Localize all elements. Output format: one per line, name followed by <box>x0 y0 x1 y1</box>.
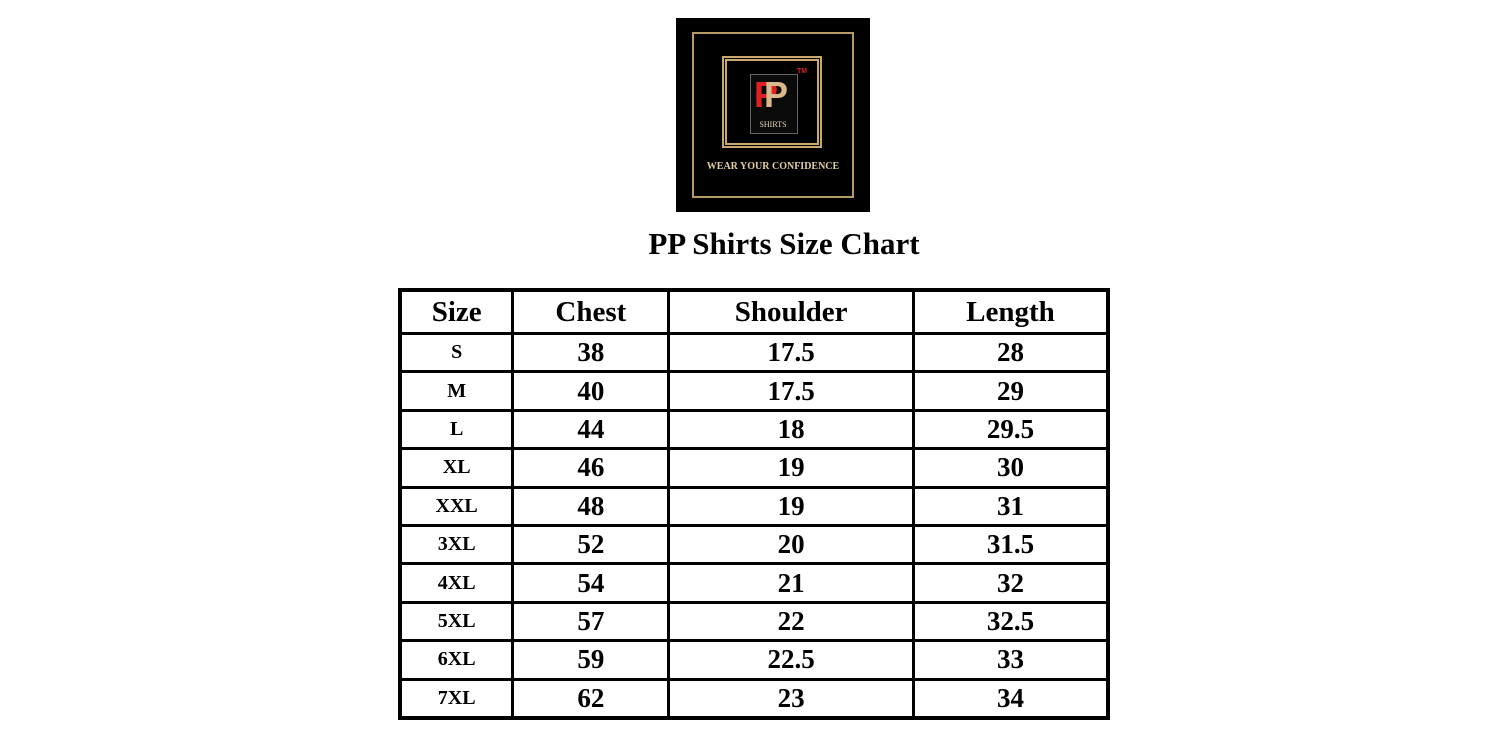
table-header-row: Size Chest Shoulder Length <box>398 288 1110 335</box>
logo-shirts-text: SHIRTS <box>759 120 787 129</box>
cell-chest: 59 <box>511 639 671 681</box>
cell-chest: 44 <box>511 408 671 451</box>
table-row: 7XL 62 23 34 <box>398 677 1110 720</box>
cell-chest: 52 <box>511 523 671 566</box>
cell-shoulder: 22 <box>667 600 915 643</box>
column-header-chest: Chest <box>511 288 671 335</box>
cell-chest: 40 <box>511 370 671 412</box>
size-chart-table: Size Chest Shoulder Length S 38 17.5 28 M 40 17.5… <box>398 288 1110 720</box>
table-row: S 38 17.5 28 <box>398 331 1110 374</box>
cell-length: 32.5 <box>911 600 1110 643</box>
table-row: 4XL 54 21 32 <box>398 562 1110 604</box>
cell-size: S <box>398 331 515 374</box>
table-row: 3XL 52 20 31.5 <box>398 523 1110 566</box>
cell-length: 31 <box>911 485 1110 527</box>
cell-size: XL <box>398 447 515 489</box>
cell-length: 31.5 <box>911 523 1110 566</box>
page-title: PP Shirts Size Chart <box>648 226 920 261</box>
column-header-length: Length <box>911 288 1110 335</box>
table-row: XL 46 19 30 <box>398 447 1110 489</box>
cell-shoulder: 17.5 <box>667 331 915 374</box>
cell-size: 6XL <box>398 639 515 681</box>
cell-size: 4XL <box>398 562 515 604</box>
cell-shoulder: 19 <box>667 485 915 527</box>
cell-length: 28 <box>911 331 1110 374</box>
table-row: 6XL 59 22.5 33 <box>398 639 1110 681</box>
brand-logo: PP TM SHIRTS WEAR YOUR CONFIDENCE <box>676 18 870 212</box>
logo-frame <box>692 32 854 198</box>
column-header-size: Size <box>398 288 515 335</box>
cell-shoulder: 21 <box>667 562 915 604</box>
cell-length: 30 <box>911 447 1110 489</box>
logo-tagline: WEAR YOUR CONFIDENCE <box>706 161 840 172</box>
logo-ornate-border <box>722 56 822 148</box>
cell-shoulder: 17.5 <box>667 370 915 412</box>
cell-size: 3XL <box>398 523 515 566</box>
cell-chest: 57 <box>511 600 671 643</box>
cell-shoulder: 19 <box>667 447 915 489</box>
cell-shoulder: 23 <box>667 677 915 720</box>
table-row: M 40 17.5 29 <box>398 370 1110 412</box>
cell-shoulder: 22.5 <box>667 639 915 681</box>
table-row: 5XL 57 22 32.5 <box>398 600 1110 643</box>
cell-chest: 62 <box>511 677 671 720</box>
column-header-shoulder: Shoulder <box>667 288 915 335</box>
cell-shoulder: 18 <box>667 408 915 451</box>
cell-size: 5XL <box>398 600 515 643</box>
logo-trademark: TM <box>797 68 808 75</box>
cell-size: L <box>398 408 515 451</box>
logo-pp-mark: PP <box>754 74 788 115</box>
cell-shoulder: 20 <box>667 523 915 566</box>
table-row: L 44 18 29.5 <box>398 408 1110 451</box>
cell-chest: 38 <box>511 331 671 374</box>
cell-chest: 48 <box>511 485 671 527</box>
cell-size: 7XL <box>398 677 515 720</box>
cell-chest: 54 <box>511 562 671 604</box>
cell-size: M <box>398 370 515 412</box>
logo-inner-box <box>750 74 798 134</box>
cell-length: 29.5 <box>911 408 1110 451</box>
cell-length: 34 <box>911 677 1110 720</box>
cell-size: XXL <box>398 485 515 527</box>
cell-chest: 46 <box>511 447 671 489</box>
cell-length: 32 <box>911 562 1110 604</box>
table-row: XXL 48 19 31 <box>398 485 1110 527</box>
cell-length: 33 <box>911 639 1110 681</box>
cell-length: 29 <box>911 370 1110 412</box>
